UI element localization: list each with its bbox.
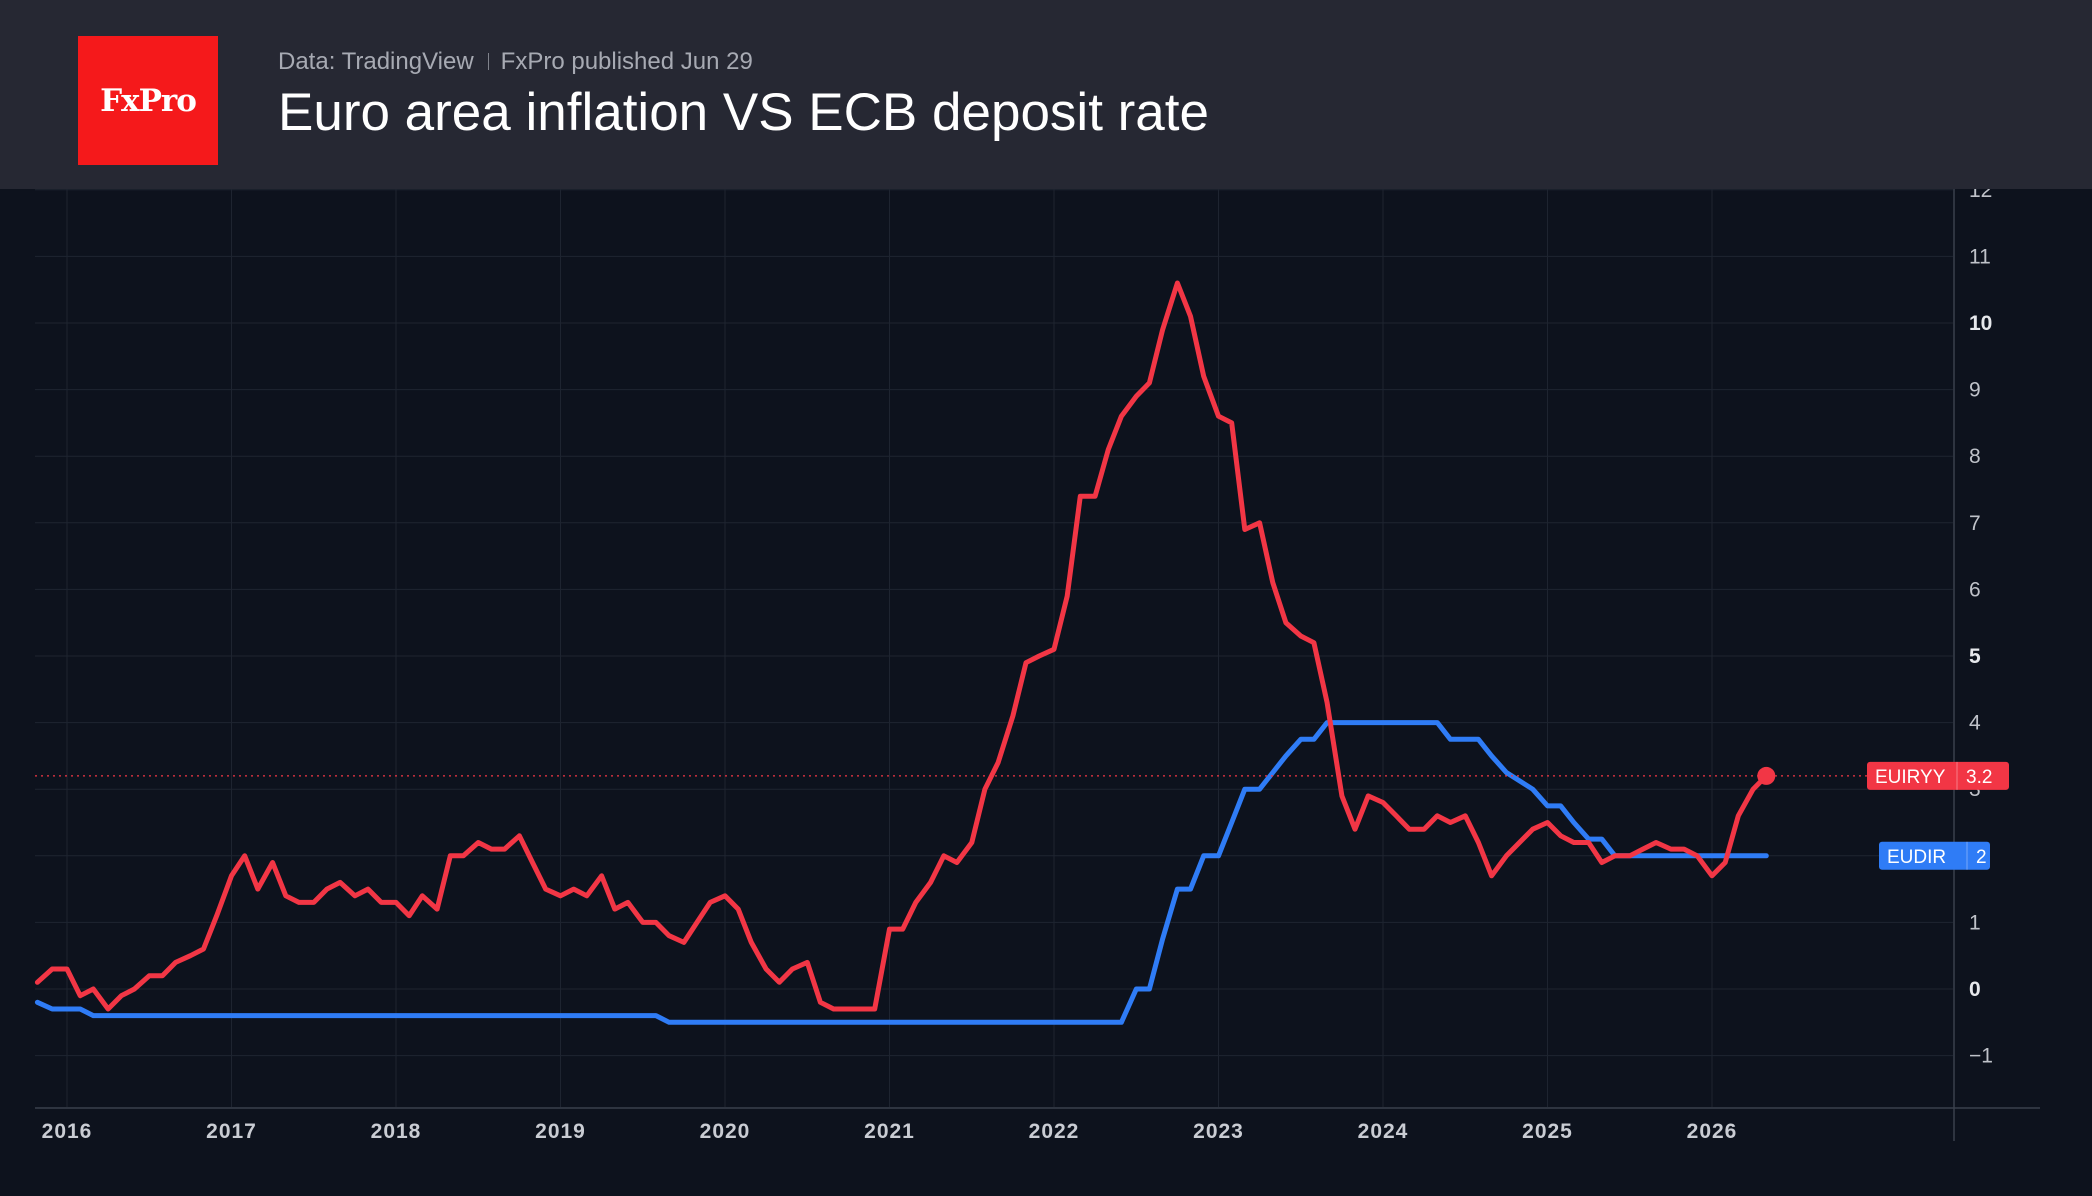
y-tick-label: 0 <box>1969 978 1981 1001</box>
y-tick-label: 11 <box>1969 245 1991 268</box>
tag-series-name: EUIRYY <box>1875 767 1946 788</box>
tag-last-value: 2 <box>1976 847 1987 868</box>
line-chart: 1211109876543210−1 201620172018201920202… <box>34 189 2040 1143</box>
y-tick-label: 4 <box>1969 712 1981 735</box>
fxpro-logo: FxPro <box>78 36 218 165</box>
vertical-gridlines <box>66 189 1713 1107</box>
series-lines <box>34 280 1769 1025</box>
series-line-euiryy <box>34 280 1769 1012</box>
y-tick-label: 5 <box>1969 645 1981 668</box>
x-tick-label: 2016 <box>42 1120 93 1143</box>
x-tick-label: 2024 <box>1358 1120 1409 1143</box>
y-tick-label: 10 <box>1969 312 1992 335</box>
x-tick-label: 2023 <box>1193 1120 1244 1143</box>
x-tick-label: 2020 <box>700 1120 751 1143</box>
x-axis-labels: 2016 2017 2018 2019 2020 2021 2022 2023 2024 2025… <box>42 1120 1738 1143</box>
tag-background <box>1879 841 1990 870</box>
separator <box>487 53 489 70</box>
x-tick-label: 2026 <box>1687 1120 1738 1143</box>
y-tick-label: 6 <box>1969 578 1981 601</box>
tag-series-name: EUDIR <box>1887 847 1946 868</box>
header-bar: FxPro Data: TradingView FxPro published J… <box>0 0 2092 189</box>
publish-info: FxPro published Jun 29 <box>500 48 753 75</box>
chart-axes <box>35 189 2040 1141</box>
x-tick-label: 2018 <box>371 1120 422 1143</box>
y-tick-label: −1 <box>1969 1045 1993 1068</box>
last-point-marker <box>1757 766 1776 785</box>
y-tick-label: 9 <box>1969 379 1981 402</box>
y-axis-labels: 1211109876543210−1 <box>1969 189 1993 1068</box>
x-tick-label: 2022 <box>1029 1120 1080 1143</box>
data-source: Data: TradingView <box>278 48 474 75</box>
last-value-tags: EUIRYY 3.2 EUDIR 2 <box>35 761 2009 870</box>
series-line-eudir <box>34 720 1769 1025</box>
x-tick-label: 2025 <box>1522 1120 1573 1143</box>
x-tick-label: 2017 <box>206 1120 257 1143</box>
x-tick-label: 2021 <box>864 1120 915 1143</box>
value-tag-eudir: EUDIR 2 <box>1879 841 1990 870</box>
horizontal-gridlines <box>35 189 1953 1057</box>
chart-title: Euro area inflation VS ECB deposit rate <box>278 83 1209 142</box>
y-tick-label: 12 <box>1969 189 1992 202</box>
y-tick-label: 8 <box>1969 445 1981 468</box>
tag-last-value: 3.2 <box>1966 767 1992 788</box>
x-tick-label: 2019 <box>535 1120 586 1143</box>
tag-background <box>1867 761 2009 790</box>
chart-subtitle: Data: TradingView FxPro published Jun 29 <box>278 48 753 76</box>
y-tick-label: 1 <box>1969 911 1981 934</box>
y-tick-label: 7 <box>1969 512 1981 535</box>
value-tag-euiryy: EUIRYY 3.2 <box>1867 761 2009 790</box>
